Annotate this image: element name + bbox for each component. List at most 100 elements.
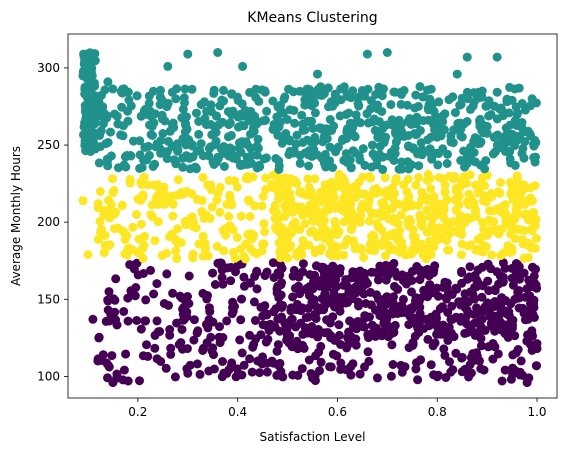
data-point <box>529 299 538 309</box>
data-point <box>394 164 404 174</box>
data-point <box>426 149 436 159</box>
data-point <box>254 160 264 170</box>
data-point <box>315 276 325 286</box>
data-point <box>228 106 238 116</box>
data-point <box>95 217 105 226</box>
data-point <box>434 97 444 107</box>
data-point <box>185 153 195 163</box>
data-point <box>396 210 406 220</box>
data-point <box>188 249 198 259</box>
data-point <box>336 358 346 368</box>
data-point <box>440 350 450 360</box>
data-point <box>488 320 498 330</box>
data-point <box>377 211 387 221</box>
data-point <box>351 193 360 203</box>
data-point <box>319 158 329 168</box>
data-point <box>98 119 108 129</box>
data-point <box>525 291 535 301</box>
data-point <box>351 267 361 277</box>
data-point <box>228 225 238 235</box>
data-point <box>111 207 121 217</box>
data-point <box>257 201 267 211</box>
data-point <box>367 237 377 247</box>
data-point <box>347 123 357 133</box>
data-point <box>477 92 487 102</box>
data-point <box>285 136 295 146</box>
data-point <box>372 373 382 383</box>
data-point <box>259 219 269 229</box>
data-point <box>497 293 507 303</box>
data-point <box>351 340 361 350</box>
data-point <box>353 99 363 109</box>
data-point <box>105 316 114 326</box>
data-point <box>297 364 307 374</box>
data-point <box>275 326 285 336</box>
data-point <box>138 253 148 263</box>
data-point <box>329 300 339 310</box>
data-point <box>228 247 238 257</box>
data-point <box>489 217 499 226</box>
data-point <box>386 147 396 157</box>
data-point <box>222 199 232 209</box>
data-point <box>173 175 183 185</box>
data-point <box>445 357 454 367</box>
data-point <box>377 225 387 235</box>
data-point <box>268 124 278 134</box>
data-point <box>162 269 172 279</box>
data-point <box>176 190 186 200</box>
data-point <box>108 174 118 184</box>
data-point <box>433 160 443 170</box>
data-point <box>410 296 420 306</box>
data-point <box>206 142 216 152</box>
data-point <box>301 313 311 323</box>
data-point <box>373 133 383 142</box>
data-point <box>195 369 205 379</box>
data-point <box>466 353 476 363</box>
data-point <box>506 374 516 384</box>
data-point <box>419 285 429 295</box>
data-point <box>355 369 365 379</box>
data-point <box>103 295 113 305</box>
data-point <box>395 238 405 248</box>
data-point <box>488 354 498 364</box>
data-point <box>239 272 249 282</box>
data-point <box>165 232 174 242</box>
data-point <box>289 87 298 97</box>
data-point <box>411 364 421 374</box>
data-point <box>163 136 173 146</box>
data-point <box>309 295 319 305</box>
data-point <box>246 143 256 153</box>
data-point <box>110 295 120 305</box>
data-point <box>207 130 217 140</box>
data-point <box>411 180 421 190</box>
data-point <box>262 309 272 319</box>
data-point <box>510 84 520 94</box>
data-point <box>136 245 146 255</box>
data-point <box>124 95 134 105</box>
data-point <box>511 269 521 279</box>
data-point <box>261 184 271 194</box>
data-point <box>274 164 284 174</box>
data-point <box>418 92 428 102</box>
data-point <box>375 261 385 271</box>
data-point <box>246 111 256 121</box>
data-point <box>484 111 494 121</box>
data-point <box>388 121 398 130</box>
data-point <box>440 109 450 119</box>
data-point <box>245 330 255 340</box>
data-point <box>393 309 403 318</box>
data-point <box>132 91 142 101</box>
data-point <box>310 174 320 184</box>
data-point <box>282 115 292 124</box>
data-point <box>219 85 228 95</box>
data-point <box>95 187 105 196</box>
data-point <box>232 364 242 374</box>
data-point <box>289 106 299 115</box>
data-point <box>280 201 289 211</box>
data-point <box>471 275 481 285</box>
data-point <box>227 89 237 99</box>
data-point <box>325 362 335 372</box>
data-point <box>316 187 325 197</box>
data-point <box>391 174 401 184</box>
